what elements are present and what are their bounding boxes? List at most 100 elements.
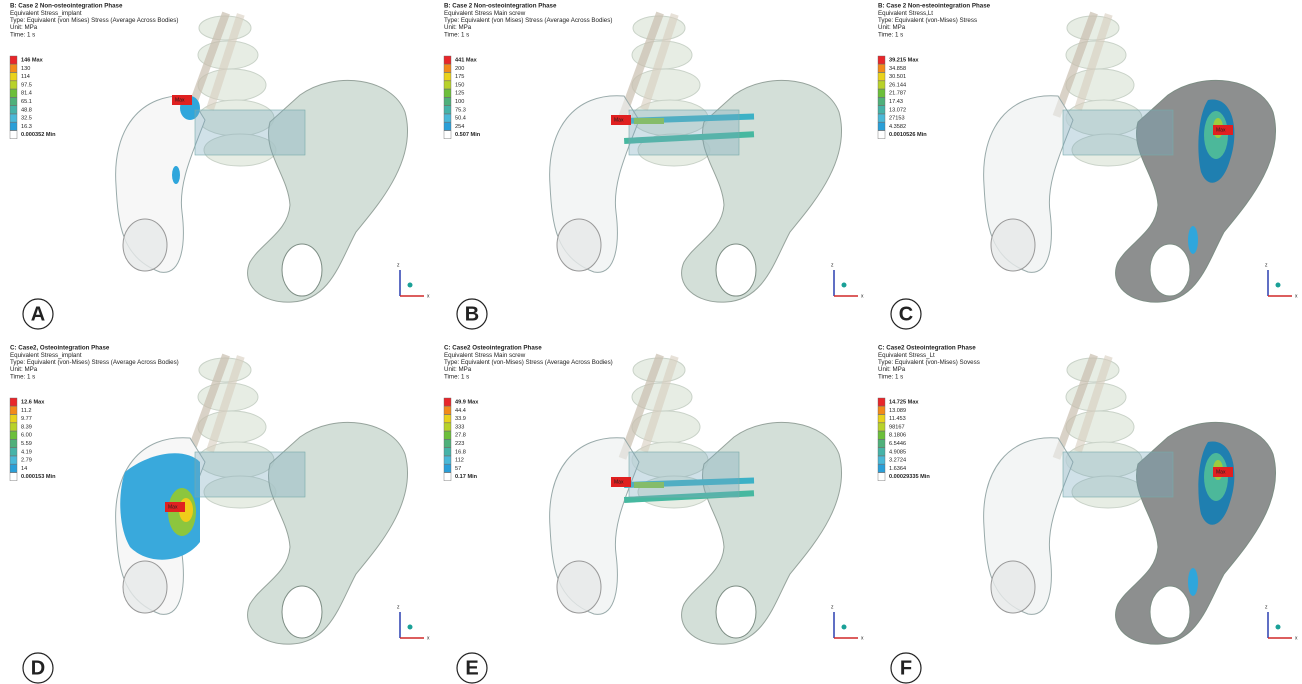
legend-label: 12.6 Max	[21, 399, 45, 405]
panel-info: Type: Equivalent (von Mises) Stress (Ave…	[444, 17, 612, 24]
legend-swatch	[10, 73, 17, 81]
pubic-ring	[716, 586, 756, 638]
acetabulum	[123, 219, 167, 271]
max-tag: Max	[1216, 469, 1226, 475]
legend-label: 33.9	[455, 416, 466, 422]
axis-y	[408, 625, 413, 630]
axis-y	[1276, 283, 1281, 288]
panel: MaxC: Case2 Osteointegration PhaseEquiva…	[878, 345, 1298, 683]
legend-label: 97.5	[21, 82, 32, 88]
axis-label: z	[397, 604, 400, 610]
legend-label: 16.8	[455, 449, 466, 455]
legend-swatch	[10, 423, 17, 431]
legend-swatch	[10, 56, 17, 64]
legend-label: 441 Max	[455, 57, 478, 63]
panel-info: Type: Equivalent (von-Mises) Stress	[878, 17, 977, 24]
legend-swatch	[878, 81, 885, 89]
legend-swatch	[10, 464, 17, 472]
legend-label: 75.3	[455, 107, 466, 113]
box-implant	[1063, 110, 1173, 155]
legend-swatch	[878, 415, 885, 423]
legend-label: 0.000153 Min	[21, 474, 56, 480]
max-tag: Max	[614, 117, 624, 123]
max-tag: Max	[168, 504, 178, 510]
axis-y	[842, 625, 847, 630]
acetabulum	[557, 219, 601, 271]
legend-label: 34.858	[889, 66, 906, 72]
axis-y	[842, 283, 847, 288]
panel-info: Unit: MPa	[878, 24, 906, 31]
legend-label: 44.4	[455, 408, 466, 414]
legend-label: 114	[21, 74, 30, 80]
panel-info: Type: Equivalent (von Mises) Stress (Ave…	[10, 17, 178, 24]
legend-label: 333	[455, 424, 464, 430]
legend-swatch	[444, 56, 451, 64]
legend-swatch	[878, 423, 885, 431]
max-tag: Max	[1216, 127, 1226, 133]
panel-title: C: Case2, Osteointegration Phase	[10, 345, 110, 352]
legend-swatch	[444, 423, 451, 431]
legend-label: 6.5446	[889, 441, 906, 447]
legend-label: 57	[455, 466, 461, 472]
legend-label: 0.0010526 Min	[889, 132, 927, 138]
legend-swatch	[10, 114, 17, 122]
legend-swatch	[444, 131, 451, 139]
panel-title: B: Case 2 Non-osteointegration Phase	[444, 3, 557, 10]
axis-label: z	[1265, 262, 1268, 268]
pubic-ring	[282, 244, 322, 296]
legend-swatch	[444, 81, 451, 89]
legend-label: 4.3582	[889, 124, 906, 130]
legend-swatch	[444, 415, 451, 423]
legend-swatch	[10, 64, 17, 72]
panel-info: Time: 1 s	[878, 373, 903, 380]
legend-swatch	[878, 114, 885, 122]
legend-label: 21.787	[889, 91, 906, 97]
stress	[1188, 568, 1198, 596]
legend-label: 0.000352 Min	[21, 132, 56, 138]
legend-label: 11.453	[889, 416, 906, 422]
legend-swatch	[878, 131, 885, 139]
panel-info: Unit: MPa	[10, 24, 38, 31]
legend-swatch	[10, 122, 17, 130]
box-implant	[1063, 452, 1173, 497]
pubic-ring	[716, 244, 756, 296]
axis-label: x	[1295, 635, 1298, 641]
stress	[1188, 226, 1198, 254]
legend-label: 50.4	[455, 116, 466, 122]
axis-label: z	[1265, 604, 1268, 610]
legend-swatch	[444, 440, 451, 448]
legend-swatch	[10, 415, 17, 423]
legend-swatch	[878, 456, 885, 464]
legend-swatch	[878, 73, 885, 81]
legend-label: 13.089	[889, 408, 906, 414]
panel-letter: A	[31, 303, 45, 325]
legend-label: 0.17 Min	[455, 474, 478, 480]
axis-label: x	[861, 635, 864, 641]
axis-y	[1276, 625, 1281, 630]
legend-swatch	[10, 131, 17, 139]
panel-info: Equivalent Stress Main screw	[444, 10, 526, 17]
panel-title: B: Case 2 Non-esteointegration Phase	[878, 3, 991, 10]
legend-swatch	[878, 406, 885, 414]
legend-label: 16.3	[21, 124, 32, 130]
legend-label: 8.1806	[889, 433, 906, 439]
legend-swatch	[878, 89, 885, 97]
legend-swatch	[10, 89, 17, 97]
legend-swatch	[444, 406, 451, 414]
legend-swatch	[10, 81, 17, 89]
legend-label: 223	[455, 441, 464, 447]
panel-info: Time: 1 s	[878, 31, 903, 38]
legend-swatch	[10, 431, 17, 439]
legend-label: 39.215 Max	[889, 57, 919, 63]
axis-label: z	[397, 262, 400, 268]
legend-swatch	[444, 473, 451, 481]
panel: Max B: Case 2 Non-osteointegration PhaseE…	[444, 3, 864, 329]
legend-swatch	[10, 440, 17, 448]
legend-swatch	[878, 56, 885, 64]
legend-label: 4.19	[21, 449, 32, 455]
legend-swatch	[444, 114, 451, 122]
legend-swatch	[444, 106, 451, 114]
box-implant	[195, 452, 305, 497]
legend-label: 9.77	[21, 416, 32, 422]
